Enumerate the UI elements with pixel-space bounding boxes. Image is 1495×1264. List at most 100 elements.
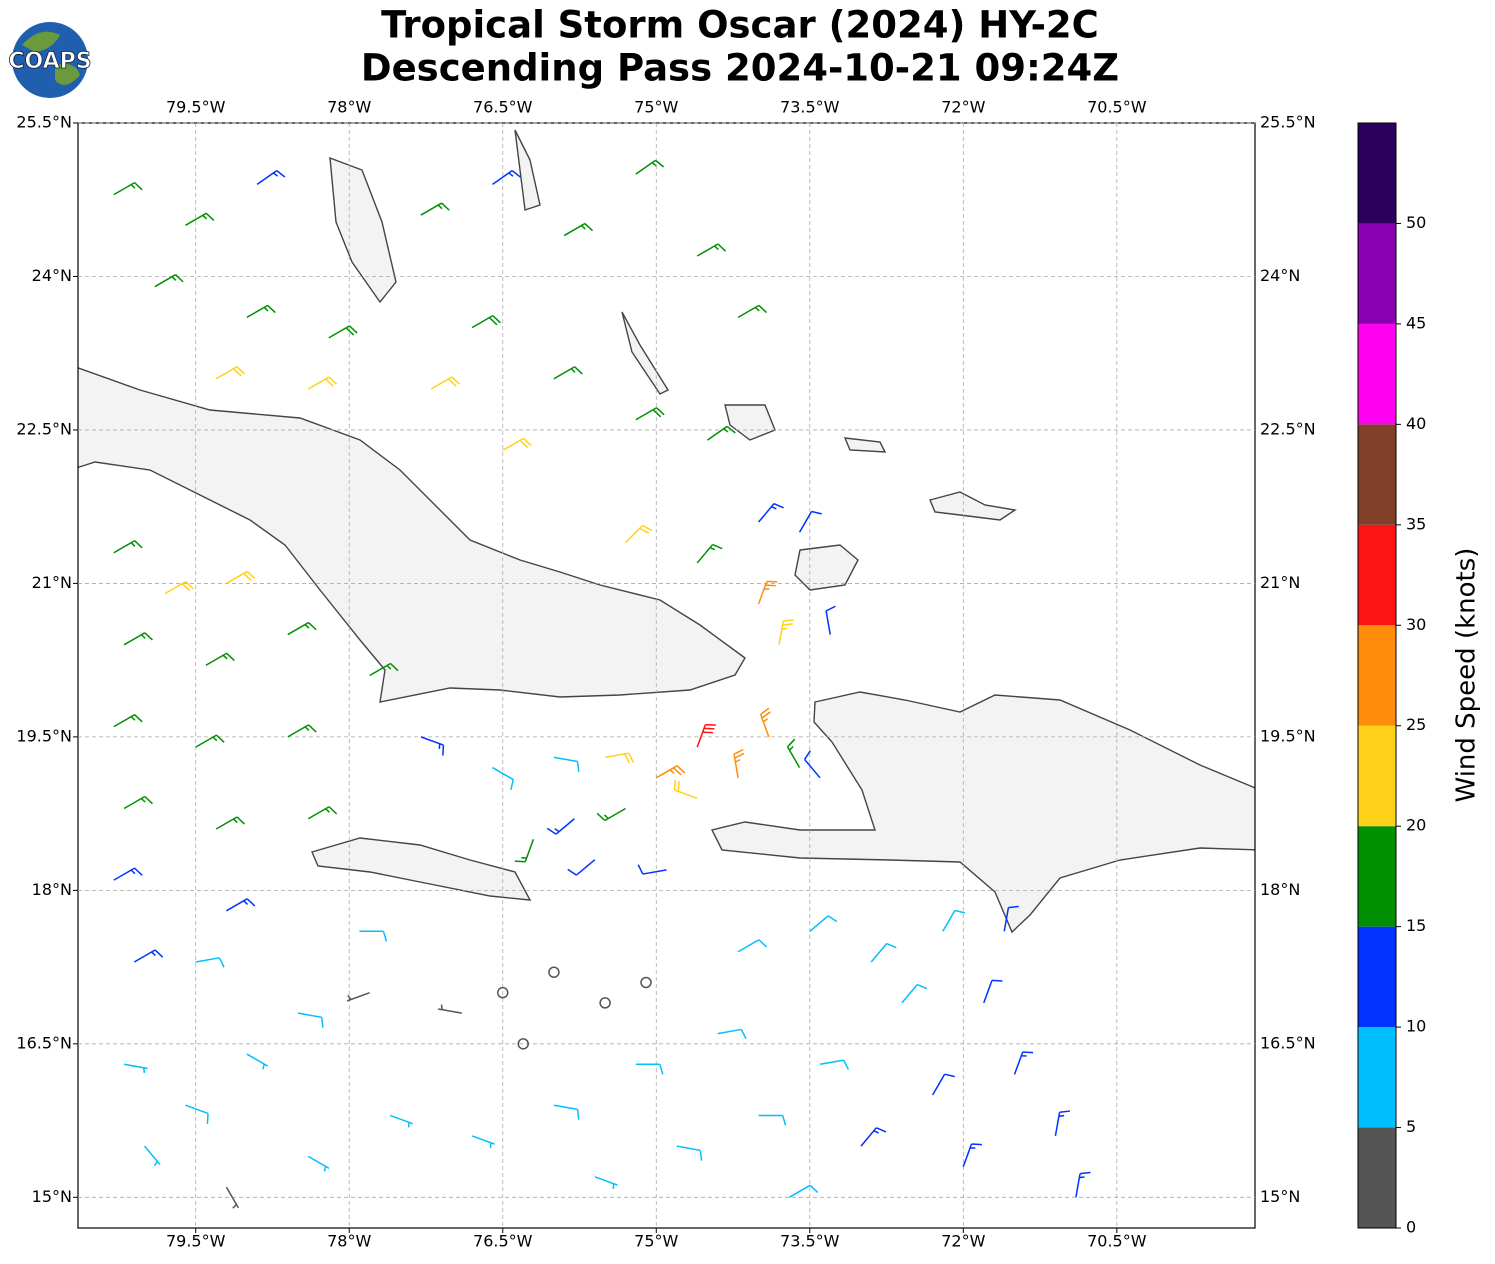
x-tick-label: 75°W bbox=[634, 98, 678, 117]
wind-barb bbox=[123, 632, 153, 646]
wind-barb bbox=[635, 407, 665, 421]
x-tick-label: 70.5°W bbox=[1087, 1232, 1147, 1251]
y-tick-label: 19.5°N bbox=[16, 726, 72, 745]
wind-barb bbox=[123, 795, 153, 810]
wind-barb bbox=[438, 1004, 462, 1014]
wind-barb bbox=[637, 864, 667, 875]
chart-subtitle: Descending Pass 2024-10-21 09:24Z bbox=[361, 47, 1119, 90]
wind-barb bbox=[307, 1155, 330, 1172]
x-tick-label: 78°W bbox=[327, 98, 371, 117]
wind-barb bbox=[215, 816, 246, 830]
wind-barb bbox=[625, 524, 653, 544]
wind-barb bbox=[420, 736, 445, 756]
colorbar-bin bbox=[1358, 223, 1396, 324]
wind-barb bbox=[123, 1063, 148, 1074]
colorbar-tick-label: 5 bbox=[1406, 1117, 1416, 1136]
wind-barb bbox=[492, 170, 521, 186]
wind-barb bbox=[707, 425, 736, 441]
y-tick-label: 22.5°N bbox=[1260, 419, 1316, 438]
wind-barb bbox=[901, 983, 928, 1004]
colorbar-bin bbox=[1358, 323, 1396, 425]
x-tick-label: 76.5°W bbox=[473, 1232, 533, 1251]
wind-barb bbox=[778, 619, 794, 645]
wind-barb bbox=[803, 750, 821, 779]
wind-barb bbox=[225, 1186, 240, 1209]
wind-barb bbox=[788, 1184, 819, 1198]
hispaniola bbox=[710, 691, 1255, 934]
wind-barb bbox=[307, 376, 338, 390]
wind-barb bbox=[563, 222, 594, 237]
wind-barb bbox=[757, 580, 778, 605]
wind-barb bbox=[635, 1063, 664, 1075]
y-tick-label: 21°N bbox=[32, 573, 72, 592]
wind-barb bbox=[635, 159, 665, 175]
long-island bbox=[621, 311, 670, 395]
wind-barb bbox=[502, 437, 532, 452]
wind-barb bbox=[514, 838, 535, 863]
wind-barb bbox=[737, 939, 768, 953]
wind-barb bbox=[717, 1028, 747, 1040]
andros bbox=[329, 156, 397, 304]
wind-barb bbox=[594, 1176, 618, 1189]
colorbar-label: Wind Speed (knots) bbox=[1452, 548, 1482, 803]
colorbar-bin bbox=[1358, 524, 1396, 626]
x-tick-label: 75°W bbox=[634, 1232, 678, 1251]
y-tick-label: 24°N bbox=[32, 266, 72, 285]
logo-text: COAPS bbox=[8, 49, 91, 74]
y-tick-label: 19.5°N bbox=[1260, 726, 1316, 745]
wind-barb bbox=[185, 1104, 209, 1124]
colorbar-tick-label: 45 bbox=[1406, 313, 1426, 332]
wind-barb bbox=[195, 734, 225, 748]
wind-barb bbox=[471, 1135, 495, 1149]
wind-barb bbox=[420, 202, 450, 216]
wind-barb bbox=[287, 621, 317, 636]
wind-barb bbox=[758, 502, 784, 523]
wind-barb bbox=[696, 243, 727, 257]
wind-barb bbox=[113, 714, 143, 728]
colorbar-frame bbox=[1357, 122, 1397, 1229]
y-tick-label: 16.5°N bbox=[16, 1033, 72, 1052]
calm-marker bbox=[640, 976, 652, 989]
wind-barb bbox=[596, 807, 626, 822]
wind-barb bbox=[825, 605, 836, 635]
wind-barb bbox=[942, 909, 966, 932]
logo-land bbox=[22, 31, 80, 85]
wind-barb bbox=[113, 181, 143, 196]
calm-marker bbox=[517, 1038, 529, 1050]
wind-barb bbox=[185, 212, 215, 226]
x-tick-label: 78°W bbox=[327, 1232, 371, 1251]
colorbar-tick-label: 25 bbox=[1406, 715, 1426, 734]
wind-barb bbox=[673, 779, 698, 799]
wind-barb bbox=[567, 859, 596, 876]
colorbar-bin bbox=[1358, 1127, 1396, 1228]
wind-barb bbox=[983, 979, 1003, 1004]
wind-barb bbox=[246, 1053, 269, 1070]
wind-barb bbox=[819, 1059, 850, 1070]
colorbar-tick-label: 35 bbox=[1406, 514, 1426, 533]
logo: COAPS bbox=[8, 22, 92, 98]
colorbar-bin bbox=[1358, 625, 1396, 726]
wind-barb bbox=[113, 540, 143, 554]
x-tick-label: 72°W bbox=[941, 98, 985, 117]
y-tick-label: 16.5°N bbox=[1260, 1033, 1316, 1052]
wind-barb bbox=[143, 1145, 161, 1167]
colorbar-tick-label: 0 bbox=[1406, 1218, 1416, 1237]
y-tick-label: 18°N bbox=[1260, 880, 1300, 899]
wind-barb bbox=[870, 942, 897, 963]
colorbar-bin bbox=[1358, 826, 1396, 927]
x-tick-label: 79.5°W bbox=[166, 98, 226, 117]
wind-barb bbox=[154, 274, 184, 288]
land bbox=[78, 129, 1255, 934]
wind-barb bbox=[256, 170, 286, 186]
y-tick-label: 21°N bbox=[1260, 573, 1300, 592]
colorbar-bin bbox=[1358, 725, 1396, 827]
x-tick-label: 73.5°W bbox=[780, 98, 840, 117]
cuba bbox=[78, 367, 746, 703]
wind-barb bbox=[359, 930, 388, 942]
wind-barb bbox=[1013, 1051, 1034, 1075]
wind-barb bbox=[798, 510, 822, 533]
colorbar-tick-label: 30 bbox=[1406, 615, 1426, 634]
wind-barb bbox=[553, 1104, 580, 1120]
barbs bbox=[113, 159, 1091, 1209]
